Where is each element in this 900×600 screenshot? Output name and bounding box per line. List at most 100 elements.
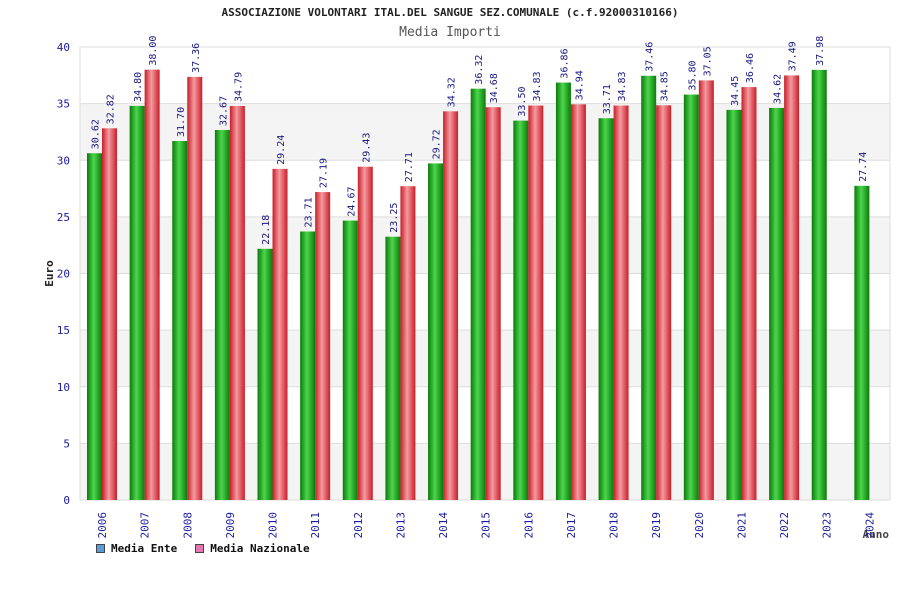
data-label-media-nazionale: 36.46 — [745, 53, 756, 83]
data-label-media-nazionale: 32.82 — [106, 94, 117, 124]
data-label-media-ente: 34.45 — [730, 76, 741, 106]
legend-swatch-ente — [96, 544, 105, 553]
y-tick-label: 35 — [57, 98, 70, 111]
data-label-media-nazionale: 34.68 — [489, 73, 500, 103]
bar-media-nazionale — [570, 104, 586, 500]
x-tick-label: 2015 — [480, 512, 493, 539]
x-tick-label: 2008 — [181, 512, 194, 539]
data-label-media-nazionale: 34.83 — [532, 71, 543, 101]
x-tick-label: 2006 — [96, 512, 109, 539]
x-tick-label: 2011 — [309, 512, 322, 539]
legend-swatch-nazionale — [195, 544, 205, 553]
x-tick-label: 2022 — [778, 512, 791, 539]
bar-media-nazionale — [102, 128, 117, 500]
y-tick-label: 40 — [57, 41, 70, 54]
bar-media-nazionale — [229, 106, 245, 501]
y-axis-title: Euro — [43, 260, 56, 287]
bar-media-ente — [214, 130, 230, 500]
data-label-media-ente: 36.32 — [474, 55, 485, 85]
bar-media-ente — [257, 248, 273, 500]
x-tick-label: 2014 — [437, 512, 450, 539]
bar-media-ente — [300, 231, 316, 500]
data-label-media-ente: 37.46 — [645, 42, 656, 72]
y-tick-label: 25 — [57, 211, 70, 224]
x-tick-label: 2020 — [693, 512, 706, 539]
data-label-media-ente: 30.62 — [91, 119, 102, 149]
bar-media-ente — [811, 69, 827, 501]
y-tick-label: 30 — [57, 154, 70, 167]
bar-media-nazionale — [400, 186, 416, 500]
bar-media-nazionale — [698, 80, 714, 500]
data-label-media-ente: 36.86 — [559, 48, 570, 78]
bar-media-ente — [555, 82, 571, 501]
bar-media-nazionale — [528, 105, 544, 501]
data-label-media-nazionale: 34.85 — [660, 71, 671, 101]
data-label-media-ente: 27.74 — [858, 152, 869, 182]
data-label-media-ente: 37.98 — [815, 36, 826, 66]
bar-media-ente — [470, 88, 486, 501]
x-tick-label: 2007 — [139, 512, 152, 539]
y-tick-label: 0 — [63, 494, 70, 507]
bar-media-nazionale — [443, 111, 459, 501]
data-label-media-ente: 35.80 — [687, 60, 698, 90]
data-label-media-nazionale: 27.19 — [319, 158, 330, 188]
x-axis-title: Anno — [863, 528, 890, 541]
bar-media-ente — [342, 220, 358, 500]
data-label-media-nazionale: 34.83 — [617, 71, 628, 101]
legend-item-nazionale: Media Nazionale — [195, 542, 310, 555]
bar-media-nazionale — [187, 76, 203, 500]
bar-media-nazionale — [315, 192, 331, 501]
legend-label-ente: Media Ente — [111, 542, 178, 555]
bar-media-nazionale — [784, 75, 800, 500]
data-label-media-nazionale: 27.71 — [404, 152, 415, 182]
data-label-media-ente: 31.70 — [176, 107, 187, 137]
data-label-media-ente: 34.62 — [773, 74, 784, 104]
bar-media-nazionale — [656, 105, 672, 500]
bar-media-nazionale — [485, 107, 501, 501]
bar-media-nazionale — [613, 105, 629, 501]
data-label-media-ente: 34.80 — [133, 72, 144, 102]
data-label-media-nazionale: 37.36 — [191, 43, 202, 73]
data-label-media-nazionale: 38.00 — [148, 36, 159, 66]
x-tick-label: 2017 — [565, 512, 578, 539]
data-label-media-ente: 32.67 — [218, 96, 229, 126]
data-label-media-nazionale: 34.94 — [574, 70, 585, 100]
data-label-media-ente: 29.72 — [432, 129, 443, 159]
bar-media-ente — [598, 118, 614, 500]
data-label-media-ente: 33.50 — [517, 87, 528, 117]
data-label-media-ente: 24.67 — [346, 187, 357, 217]
x-tick-label: 2009 — [224, 512, 237, 539]
bar-media-ente — [854, 185, 870, 501]
bar-media-ente — [172, 140, 188, 500]
data-label-media-nazionale: 34.79 — [233, 72, 244, 102]
legend-label-nazionale: Media Nazionale — [210, 542, 310, 555]
x-tick-label: 2018 — [608, 512, 621, 539]
bar-media-nazionale — [741, 87, 757, 500]
data-label-media-nazionale: 37.05 — [702, 46, 713, 76]
x-tick-label: 2023 — [821, 512, 834, 539]
bar-media-ente — [726, 109, 742, 500]
chart-title: ASSOCIAZIONE VOLONTARI ITAL.DEL SANGUE S… — [221, 6, 679, 19]
data-label-media-nazionale: 29.43 — [361, 133, 372, 163]
x-tick-label: 2012 — [352, 512, 365, 539]
legend: Media Ente Media Nazionale — [96, 542, 310, 555]
data-label-media-ente: 23.25 — [389, 203, 400, 233]
data-label-media-nazionale: 34.32 — [447, 77, 458, 107]
bar-media-ente — [129, 105, 145, 500]
x-tick-label: 2019 — [650, 512, 663, 539]
y-tick-label: 5 — [63, 437, 70, 450]
bar-media-nazionale — [144, 69, 160, 501]
x-tick-label: 2010 — [267, 512, 280, 539]
x-tick-label: 2021 — [735, 512, 748, 539]
bar-media-ente — [769, 107, 785, 500]
bar-media-nazionale — [272, 168, 288, 500]
chart-subtitle: Media Importi — [399, 25, 501, 40]
bar-media-nazionale — [357, 166, 373, 500]
y-tick-label: 10 — [57, 381, 70, 394]
x-tick-label: 2024 — [863, 512, 876, 539]
bar-media-ente — [683, 94, 699, 500]
data-label-media-ente: 22.18 — [261, 215, 272, 245]
x-tick-label: 2016 — [522, 512, 535, 539]
bar-media-ente — [641, 75, 657, 500]
